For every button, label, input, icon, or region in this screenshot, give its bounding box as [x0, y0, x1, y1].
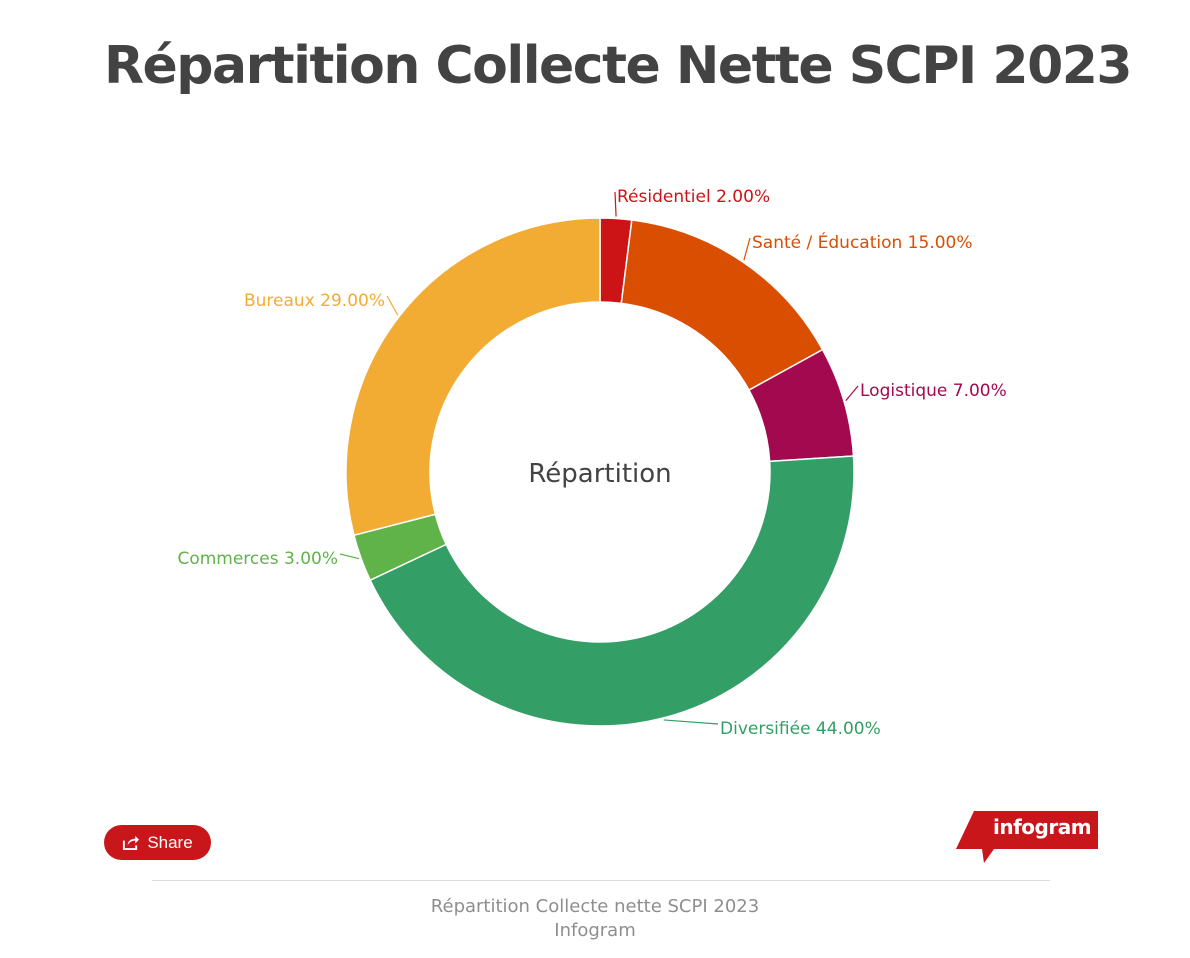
- slice-diversifiee[interactable]: [369, 455, 855, 727]
- share-button[interactable]: Share: [104, 825, 211, 860]
- chart-caption: Répartition Collecte nette SCPI 2023 Inf…: [0, 895, 1190, 943]
- caption-source: Infogram: [554, 920, 636, 941]
- leader-line-logistique: [845, 385, 859, 401]
- donut-chart: Résidentiel 2.00% Santé / Éducation 15.00…: [177, 187, 1006, 739]
- share-icon: [123, 835, 140, 851]
- infogram-logo[interactable]: [956, 811, 1098, 863]
- slice-label-commerces: Commerces 3.00%: [177, 549, 338, 569]
- footer-divider: [152, 880, 1050, 881]
- slice-bureaux[interactable]: [345, 217, 601, 537]
- caption-title: Répartition Collecte nette SCPI 2023: [430, 896, 760, 917]
- leader-line-sante-education: [743, 237, 751, 261]
- infogram-logo-text: infogram: [993, 815, 1092, 839]
- chart-title: Répartition Collecte Nette SCPI 2023: [104, 36, 1133, 96]
- slice-label-sante-education: Santé / Éducation 15.00%: [752, 231, 973, 253]
- slice-label-bureaux: Bureaux 29.00%: [244, 291, 385, 311]
- slice-labels: Résidentiel 2.00% Santé / Éducation 15.00…: [177, 187, 1006, 739]
- slice-label-diversifiee: Diversifiée 44.00%: [720, 719, 881, 739]
- share-button-label: Share: [147, 832, 193, 852]
- leader-line-bureaux: [386, 295, 399, 316]
- donut-center-label: Répartition: [528, 459, 671, 489]
- slice-label-residentiel: Résidentiel 2.00%: [617, 187, 770, 207]
- label-leader-lines: [339, 191, 859, 725]
- slice-label-logistique: Logistique 7.00%: [860, 381, 1007, 401]
- donut-slices: [345, 217, 855, 727]
- leader-line-residentiel: [614, 191, 617, 217]
- leader-line-diversifiee: [663, 719, 719, 725]
- leader-line-commerces: [339, 553, 360, 560]
